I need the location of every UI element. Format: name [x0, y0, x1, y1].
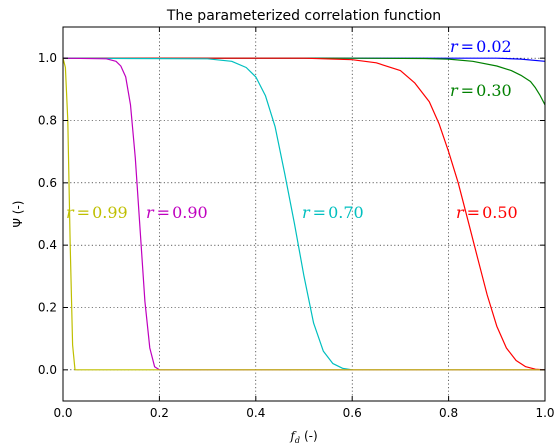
series-line-0-90 — [62, 57, 545, 371]
plot-area — [63, 27, 545, 401]
series-lines — [62, 57, 546, 371]
y-tick-label: 0.4 — [38, 238, 57, 252]
y-tick-label: 1.0 — [38, 51, 57, 65]
y-tick-label: 0.2 — [38, 301, 57, 315]
y-axis-label: Ψ (-) — [11, 201, 25, 228]
chart-title: The parameterized correlation function — [166, 8, 441, 24]
series-line-0-30 — [63, 57, 546, 106]
series-label-0-70: r = 0.70 — [302, 203, 364, 222]
x-tick-label: 0.6 — [343, 406, 362, 420]
y-tick-label: 0.0 — [38, 363, 57, 377]
x-axis-label-unit: (-) — [304, 429, 318, 443]
series-label-0-50: r = 0.50 — [456, 203, 518, 222]
x-tick-label: 0.2 — [150, 406, 169, 420]
y-tick-label: 0.8 — [38, 114, 57, 128]
series-line-0-50 — [63, 57, 546, 371]
x-tick-label: 1.0 — [535, 406, 554, 420]
y-tick-label: 0.6 — [38, 176, 57, 190]
x-tick-label: 0.4 — [246, 406, 265, 420]
plot-frame — [62, 26, 546, 402]
tick-labels: 0.0 0.2 0.4 0.6 0.8 1.0 0.0 0.2 0.4 0.6 0.8 1.0 — [38, 51, 555, 420]
series-labels: r = 0.02 r = 0.30 r = 0.50 r = 0.70 r = 0.90 r = 0.99 — [66, 37, 518, 222]
x-tick-label: 0.0 — [53, 406, 72, 420]
x-tick-label: 0.8 — [439, 406, 458, 420]
x-axis-label: fd (-) — [289, 429, 317, 445]
series-label-0-02: r = 0.02 — [450, 37, 512, 56]
series-label-0-30: r = 0.30 — [450, 81, 512, 100]
series-label-0-99: r = 0.99 — [66, 203, 128, 222]
x-axis-label-symbol: f — [289, 429, 297, 443]
series-label-0-90: r = 0.90 — [146, 203, 208, 222]
ticks — [62, 27, 546, 401]
x-axis-label-subscript: d — [295, 436, 300, 445]
series-line-0-99 — [62, 58, 545, 371]
series-line-0-70 — [62, 57, 353, 371]
